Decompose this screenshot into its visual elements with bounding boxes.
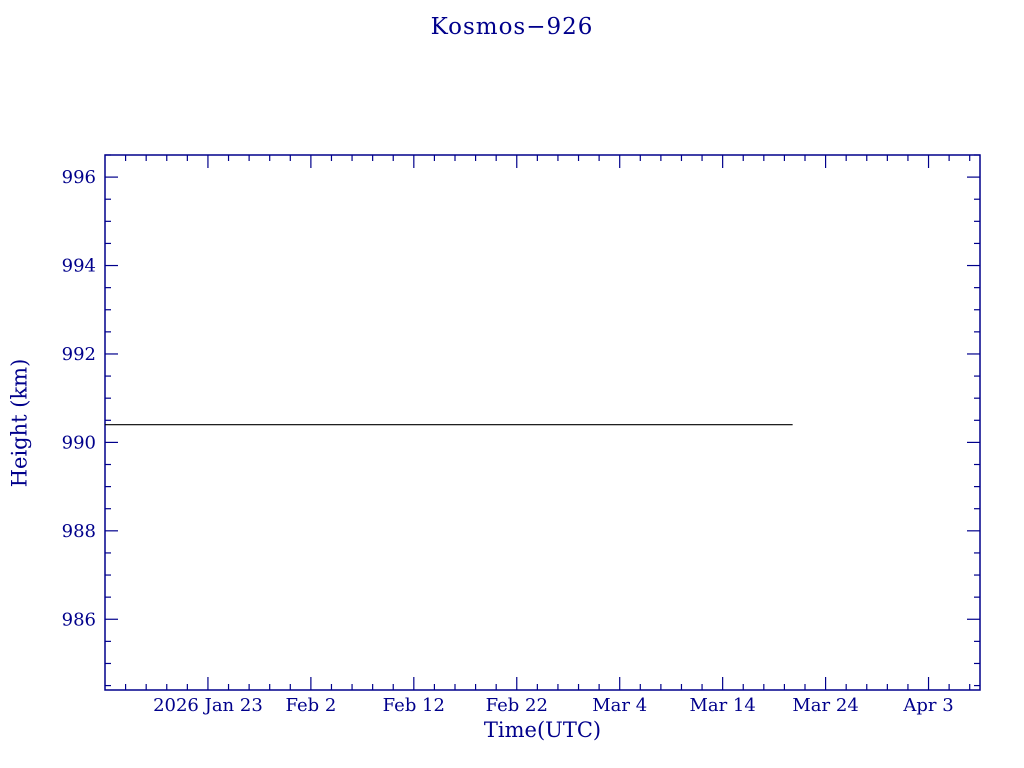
y-tick-label: 994 (62, 256, 96, 277)
y-tick-label: 992 (62, 344, 96, 365)
y-tick-label: 996 (62, 167, 96, 188)
plot-frame (104, 154, 981, 691)
x-tick-label: Mar 14 (689, 695, 755, 716)
x-tick-label: Feb 2 (285, 695, 336, 716)
x-tick-label: Feb 22 (486, 695, 548, 716)
x-tick-label: Mar 24 (792, 695, 858, 716)
y-tick-label: 990 (62, 432, 96, 453)
x-tick-label: Apr 3 (902, 695, 953, 716)
chart-title: Kosmos−926 (430, 14, 594, 40)
y-tick-label: 988 (62, 521, 96, 542)
x-axis-label: Time(UTC) (483, 718, 602, 742)
x-tick-label: Mar 4 (592, 695, 647, 716)
x-tick-label: 2026 Jan 23 (153, 695, 263, 716)
y-tick-label: 986 (62, 609, 96, 630)
x-tick-label: Feb 12 (383, 695, 445, 716)
